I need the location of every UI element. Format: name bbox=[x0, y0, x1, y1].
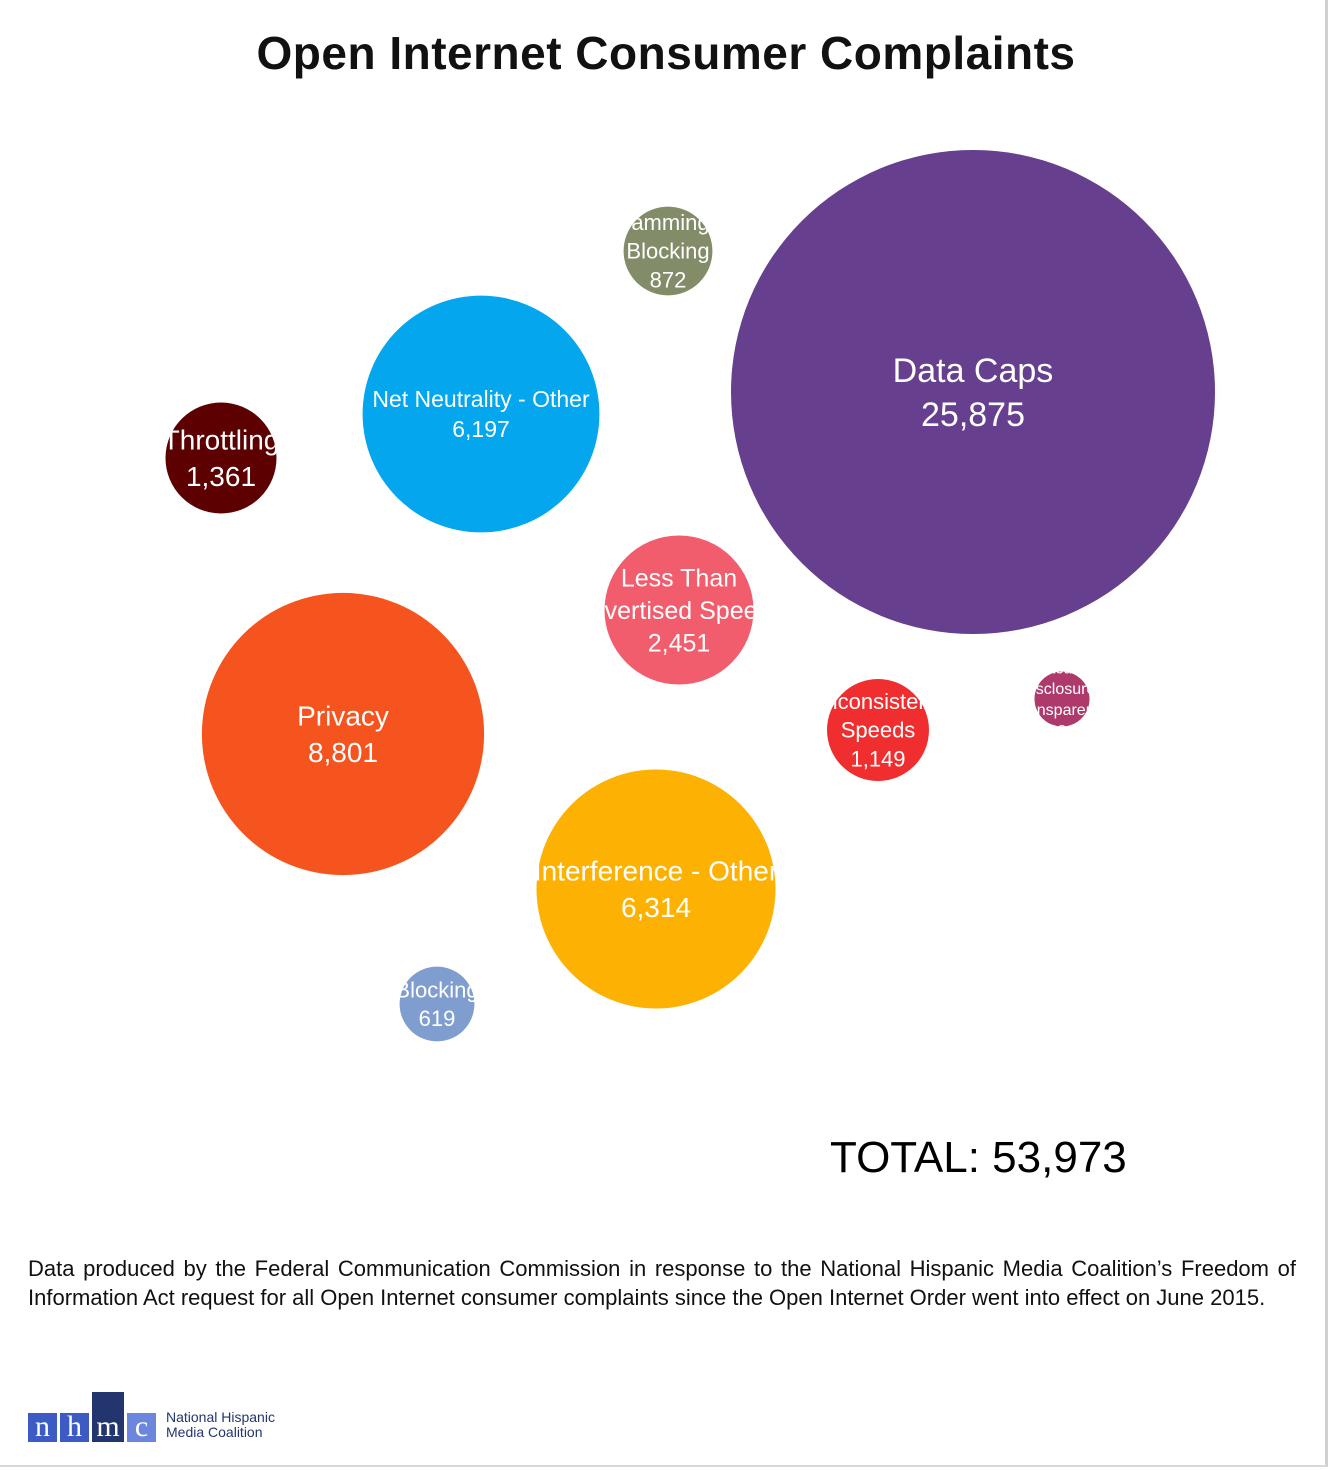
bubble-category-label: Inconsistent bbox=[819, 689, 936, 714]
bubble-circle bbox=[1034, 671, 1090, 727]
bubble-circle bbox=[362, 295, 600, 533]
bubble-circle bbox=[165, 402, 277, 514]
bubble-interference-other: Interference - Other 6,314 bbox=[534, 769, 778, 1009]
bubble-circle bbox=[827, 679, 929, 781]
bubble-category-label: Data Caps bbox=[893, 352, 1054, 390]
logo-letter-c: c bbox=[127, 1412, 156, 1442]
bubble-throttling: Throttling 1,361 bbox=[163, 402, 280, 514]
bubble-category-label: Interference - Other bbox=[534, 856, 778, 887]
bubble-category-label: Privacy bbox=[297, 701, 389, 732]
bubble-circle bbox=[201, 592, 485, 876]
bubble-value-label: 1,149 bbox=[850, 746, 905, 771]
bubble-jamming-blocking: Jamming/Blocking 872 bbox=[620, 206, 717, 296]
bubble-category-label: Speeds bbox=[841, 718, 916, 743]
logo-letter-h: h bbox=[60, 1412, 89, 1442]
logo-wordmark: National Hispanic Media Coalition bbox=[166, 1410, 275, 1440]
bubble-category-label: Blocking bbox=[395, 977, 478, 1002]
bubble-blocking: Blocking 619 bbox=[395, 966, 479, 1042]
bubble-innacurate-disclosures-transparency: Innacurate Disclosures (Transparency) 334 bbox=[1008, 660, 1116, 739]
bubble-net-neutrality-other: Net Neutrality - Other 6,197 bbox=[362, 295, 600, 533]
bubble-category-label: Disclosures bbox=[1021, 681, 1104, 698]
bubble-category-label: (Transparency) bbox=[1008, 702, 1116, 719]
bubble-data-caps: Data Caps 25,875 bbox=[731, 150, 1215, 634]
bubble-value-label: 872 bbox=[650, 267, 687, 292]
logo-name-line2: Media Coalition bbox=[166, 1424, 263, 1440]
bubble-circle bbox=[604, 535, 754, 685]
bubble-value-label: 334 bbox=[1049, 723, 1076, 740]
logo-letter-n: n bbox=[28, 1412, 57, 1442]
bubble-value-label: 2,451 bbox=[648, 629, 711, 657]
chart-title: Open Internet Consumer Complaints bbox=[256, 27, 1076, 79]
bubble-circle bbox=[399, 966, 475, 1042]
bubble-category-label: Advertised Speeds bbox=[574, 597, 784, 625]
bubble-value-label: 619 bbox=[419, 1006, 456, 1031]
bubble-category-label: Jamming/ bbox=[620, 210, 716, 235]
bubble-value-label: 6,197 bbox=[452, 416, 510, 442]
bubble-category-label: Net Neutrality - Other bbox=[372, 386, 590, 412]
bubble-category-label: Innacurate bbox=[1024, 660, 1100, 677]
bubble-inconsistent-speeds: Inconsistent Speeds 1,149 bbox=[819, 679, 937, 781]
bubble-circle bbox=[536, 769, 776, 1009]
bubble-circle bbox=[623, 206, 713, 296]
logo-letter-m: m bbox=[92, 1392, 124, 1443]
bubble-value-label: 6,314 bbox=[621, 892, 691, 923]
bubble-value-label: 8,801 bbox=[308, 737, 378, 768]
source-footnote: Data produced by the Federal Communicati… bbox=[28, 1256, 1296, 1310]
bubble-chart: Data Caps 25,875 Privacy 8,801 Interference … bbox=[163, 150, 1215, 1042]
logo-name-line1: National Hispanic bbox=[166, 1409, 275, 1425]
bubble-circle bbox=[731, 150, 1215, 634]
bubble-category-label: Blocking bbox=[626, 239, 709, 264]
bubble-category-label: Less Than bbox=[621, 564, 737, 592]
bubble-privacy: Privacy 8,801 bbox=[201, 592, 485, 876]
bubble-value-label: 25,875 bbox=[921, 396, 1025, 434]
bubble-less-than-advertised-speeds: Less Than Advertised Speeds 2,451 bbox=[574, 535, 784, 685]
bubble-value-label: 1,361 bbox=[186, 461, 256, 492]
total-label: TOTAL: 53,973 bbox=[830, 1133, 1127, 1182]
bubble-category-label: Throttling bbox=[163, 425, 280, 456]
